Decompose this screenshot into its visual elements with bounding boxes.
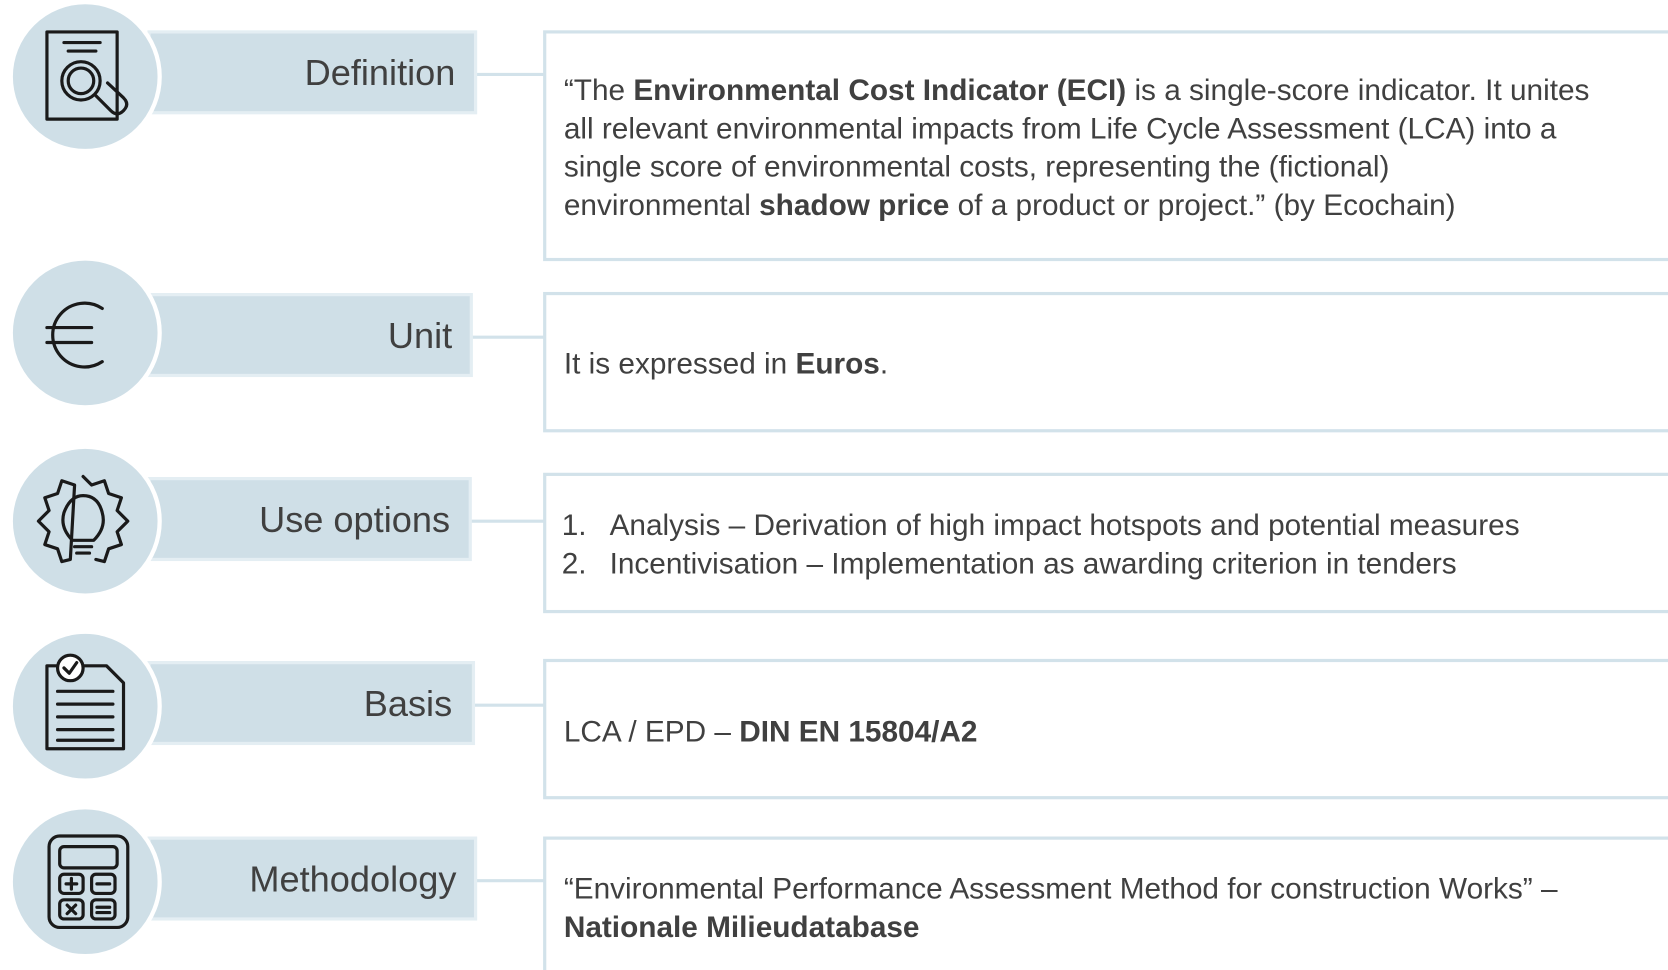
list-marker: 2. [562, 547, 587, 580]
content-line: single score of environmental costs, rep… [564, 151, 1390, 184]
content-line: LCA / EPD – DIN EN 15804/A2 [564, 715, 978, 748]
bold-text: shadow price [759, 189, 949, 222]
row-label: Methodology [249, 858, 456, 899]
text-segment: all relevant environmental impacts from … [564, 112, 1557, 145]
icons [36, 30, 130, 930]
content-box [543, 30, 1668, 262]
definition-icon [45, 30, 129, 121]
content-box [543, 658, 1668, 800]
content-line: all relevant environmental impacts from … [564, 112, 1557, 145]
label-band [147, 477, 472, 562]
row-label: Basis [364, 683, 452, 724]
bold-text: DIN EN 15804/A2 [739, 715, 977, 748]
text-segment: single score of environmental costs, rep… [564, 151, 1390, 184]
text-segment: It is expressed in [564, 347, 796, 380]
label-band [147, 30, 478, 115]
icon-circle [8, 0, 162, 154]
content-line: It is expressed in Euros. [564, 347, 888, 380]
list-item: Incentivisation – Implementation as awar… [610, 547, 1457, 580]
content-line: Nationale Milieudatabase [564, 911, 920, 944]
content-line: “Environmental Performance Assessment Me… [564, 873, 1558, 906]
text-segment: “Environmental Performance Assessment Me… [564, 873, 1558, 906]
row: Unit It is expressed in Euros. [8, 256, 1668, 433]
list-item: Analysis – Derivation of high impact hot… [610, 509, 1520, 542]
content-box [543, 291, 1668, 433]
text-segment: environmental [564, 189, 759, 222]
text-segment: . [880, 347, 888, 380]
methodology-icon [47, 834, 130, 930]
text-segment: of a product or project.” (by Ecochain) [949, 189, 1455, 222]
bold-text: Euros [795, 347, 879, 380]
icon-circle [8, 444, 162, 598]
bold-text: Environmental Cost Indicator (ECI) [633, 74, 1126, 107]
row-label: Definition [305, 52, 456, 93]
content-line: environmental shadow price of a product … [564, 189, 1456, 222]
unit-icon [45, 301, 104, 369]
icon-circle [8, 805, 162, 959]
content-box [543, 472, 1668, 614]
rows: Definition “The Environmental Cost Indica… [8, 0, 1668, 970]
row-label: Unit [388, 315, 452, 356]
content-line: “The Environmental Cost Indicator (ECI) … [564, 74, 1590, 107]
list-marker: 1. [562, 509, 587, 542]
row: Basis LCA / EPD – DIN EN 15804/A2 [8, 629, 1668, 800]
use-options-icon [36, 474, 130, 564]
basis-icon [45, 653, 126, 751]
row: Methodology “Environmental Performance As… [8, 805, 1668, 970]
row: Definition “The Environmental Cost Indica… [8, 0, 1668, 262]
text-segment: LCA / EPD – [564, 715, 739, 748]
text-segment: is a single-score indicator. It unites [1126, 74, 1589, 107]
row-label: Use options [259, 499, 450, 540]
bold-text: Nationale Milieudatabase [564, 911, 920, 944]
label-band [147, 836, 478, 921]
text-segment: “The [564, 74, 633, 107]
icon-circle [8, 629, 162, 783]
icon-circle [8, 256, 162, 410]
row: Use options 1. Analysis – Derivation of hi… [8, 444, 1668, 614]
content-box [543, 836, 1668, 970]
label-band [147, 661, 476, 746]
